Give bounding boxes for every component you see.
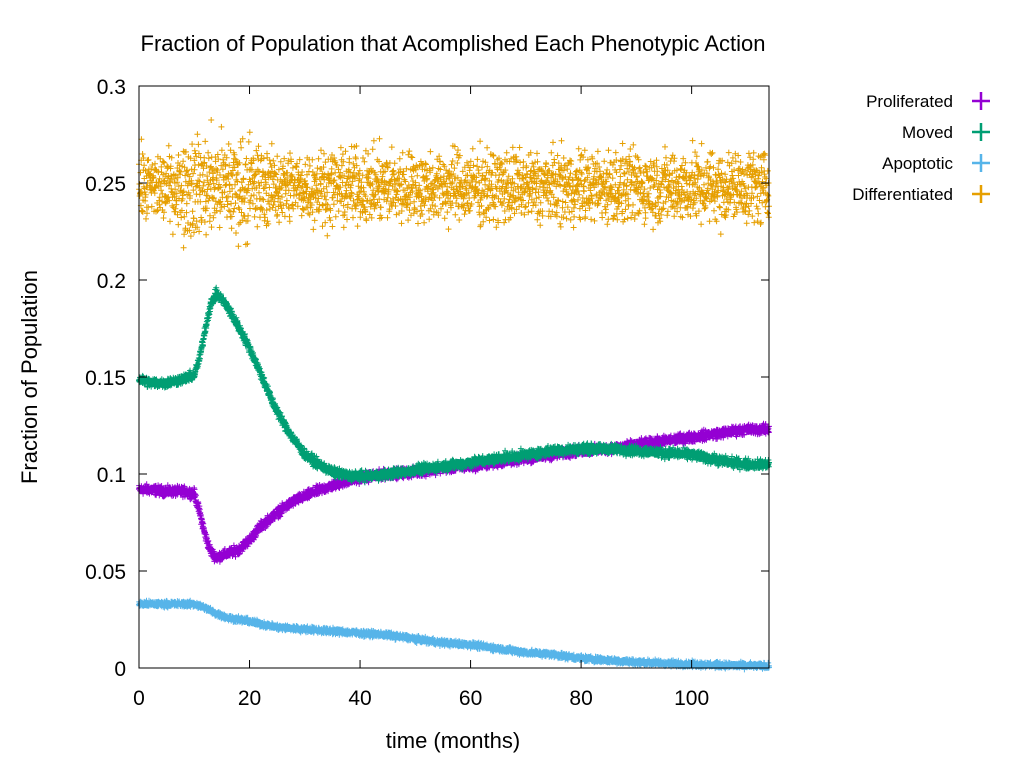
axis-ticks: 0 20 40 60 80 100 0 0.05 0.1 0.15 0.2 0.25 0.3: [85, 76, 770, 710]
y-tick-label: 0.2: [97, 270, 126, 293]
y-tick-label: 0.3: [97, 76, 126, 99]
x-tick-label: 20: [238, 687, 261, 710]
x-tick-label: 100: [674, 687, 709, 710]
y-tick-label: 0.1: [97, 464, 126, 487]
y-tick-label: 0.05: [85, 561, 126, 584]
series-proliferated-points: [136, 420, 772, 565]
x-tick-label: 80: [569, 687, 592, 710]
legend-marker-apoptotic: [972, 154, 990, 172]
x-tick-label: 60: [459, 687, 482, 710]
legend-label-differentiated: Differentiated: [852, 185, 953, 204]
legend-label-proliferated: Proliferated: [866, 92, 953, 111]
y-tick-label: 0: [114, 658, 126, 681]
plot-area: [136, 117, 772, 673]
legend: Proliferated Moved Apoptotic Differentiated: [852, 92, 990, 204]
x-tick-label: 0: [133, 687, 145, 710]
y-tick-label: 0.15: [85, 367, 126, 390]
legend-label-moved: Moved: [902, 123, 953, 142]
series-apoptotic-points: [136, 597, 772, 673]
chart-title: Fraction of Population that Acomplished …: [141, 31, 766, 56]
legend-marker-proliferated: [972, 92, 990, 110]
legend-marker-moved: [972, 123, 990, 141]
legend-label-apoptotic: Apoptotic: [882, 154, 953, 173]
x-tick-label: 40: [348, 687, 371, 710]
legend-marker-differentiated: [972, 185, 990, 203]
series-differentiated-points: [136, 117, 772, 251]
x-axis-label: time (months): [386, 728, 520, 753]
y-axis-label: Fraction of Population: [17, 270, 42, 484]
series-moved-points: [136, 284, 772, 486]
y-tick-label: 0.25: [85, 173, 126, 196]
